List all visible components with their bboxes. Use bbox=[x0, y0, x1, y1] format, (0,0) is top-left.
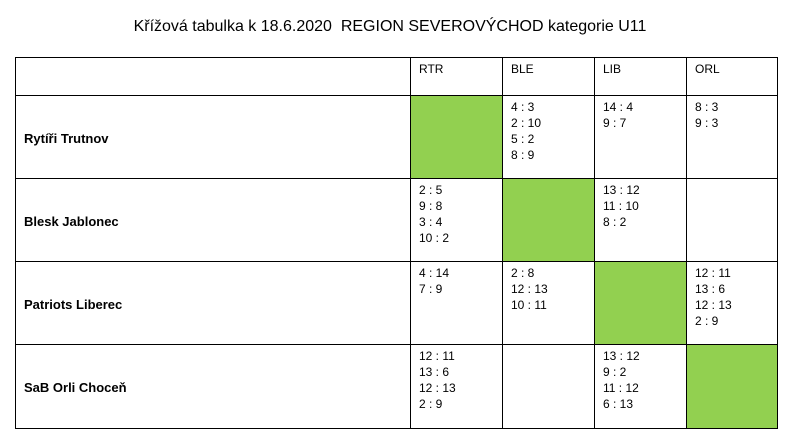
score: 13 : 12 bbox=[603, 183, 640, 197]
column-header: LIB bbox=[594, 57, 687, 96]
score-cell bbox=[502, 344, 595, 429]
column-header: ORL bbox=[686, 57, 778, 96]
score: 12 : 11 bbox=[419, 349, 455, 363]
team-name: Patriots Liberec bbox=[15, 261, 411, 345]
score: 9 : 8 bbox=[419, 199, 443, 213]
score: 6 : 13 bbox=[603, 397, 634, 411]
score: 12 : 11 bbox=[695, 266, 731, 280]
score: 12 : 13 bbox=[511, 282, 548, 296]
team-row: Rytíři Trutnov 4 : 3 2 : 10 5 : 2 8 : 9 14 : … bbox=[15, 95, 778, 179]
score: 7 : 9 bbox=[419, 282, 443, 296]
score: 2 : 9 bbox=[419, 397, 443, 411]
team-name: Blesk Jablonec bbox=[15, 178, 411, 262]
score: 2 : 5 bbox=[419, 183, 443, 197]
team-row: Blesk Jablonec 2 : 5 9 : 8 3 : 4 10 : 2 13 : … bbox=[15, 178, 778, 262]
score: 3 : 4 bbox=[419, 215, 443, 229]
column-header: RTR bbox=[410, 57, 503, 96]
score-cell: 14 : 4 9 : 7 bbox=[594, 95, 687, 179]
corner-cell bbox=[15, 57, 411, 96]
score: 10 : 2 bbox=[419, 231, 450, 245]
column-header: BLE bbox=[502, 57, 595, 96]
score-cell: 12 : 11 13 : 6 12 : 13 2 : 9 bbox=[686, 261, 778, 345]
score: 9 : 7 bbox=[603, 116, 627, 130]
diagonal-cell bbox=[686, 344, 778, 429]
score: 14 : 4 bbox=[603, 100, 634, 114]
score: 2 : 8 bbox=[511, 266, 535, 280]
header-row: RTR BLE LIB ORL bbox=[15, 57, 778, 96]
team-row: SaB Orli Choceň 12 : 11 13 : 6 12 : 13 2 : 9… bbox=[15, 344, 778, 429]
score-cell: 2 : 5 9 : 8 3 : 4 10 : 2 bbox=[410, 178, 503, 262]
score: 11 : 12 bbox=[603, 381, 639, 395]
score-cell: 8 : 3 9 : 3 bbox=[686, 95, 778, 179]
score-cell bbox=[686, 178, 778, 262]
diagonal-cell bbox=[410, 95, 503, 179]
diagonal-cell bbox=[502, 178, 595, 262]
score-cell: 12 : 11 13 : 6 12 : 13 2 : 9 bbox=[410, 344, 503, 429]
score: 4 : 14 bbox=[419, 266, 450, 280]
score: 13 : 6 bbox=[695, 282, 726, 296]
team-name: Rytíři Trutnov bbox=[15, 95, 411, 179]
score: 13 : 12 bbox=[603, 349, 640, 363]
score: 2 : 9 bbox=[695, 314, 719, 328]
score: 4 : 3 bbox=[511, 100, 535, 114]
score: 5 : 2 bbox=[511, 132, 535, 146]
title: Křížová tabulka k 18.6.2020 REGION SEVER… bbox=[133, 18, 647, 35]
score: 13 : 6 bbox=[419, 365, 450, 379]
team-name: SaB Orli Choceň bbox=[15, 344, 411, 429]
score-cell: 4 : 14 7 : 9 bbox=[410, 261, 503, 345]
score-cell: 13 : 12 9 : 2 11 : 12 6 : 13 bbox=[594, 344, 687, 429]
score: 8 : 2 bbox=[603, 215, 627, 229]
score: 2 : 10 bbox=[511, 116, 542, 130]
score: 10 : 11 bbox=[511, 298, 547, 312]
diagonal-cell bbox=[594, 261, 687, 345]
score: 12 : 13 bbox=[419, 381, 456, 395]
score: 9 : 3 bbox=[695, 116, 719, 130]
score-cell: 4 : 3 2 : 10 5 : 2 8 : 9 bbox=[502, 95, 595, 179]
score-cell: 13 : 12 11 : 10 8 : 2 bbox=[594, 178, 687, 262]
score: 9 : 2 bbox=[603, 365, 627, 379]
score: 8 : 9 bbox=[511, 148, 535, 162]
score-cell: 2 : 8 12 : 13 10 : 11 bbox=[502, 261, 595, 345]
score: 11 : 10 bbox=[603, 199, 639, 213]
score: 8 : 3 bbox=[695, 100, 719, 114]
score: 12 : 13 bbox=[695, 298, 732, 312]
